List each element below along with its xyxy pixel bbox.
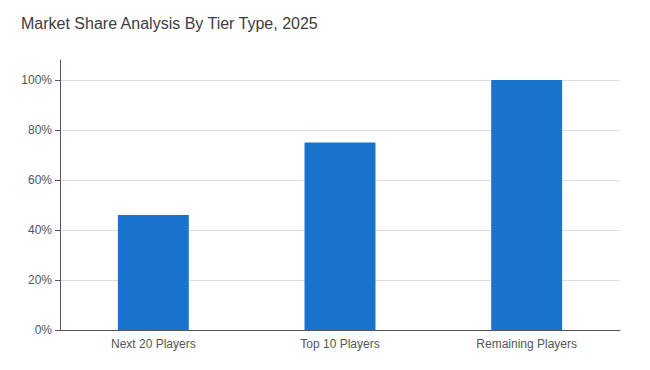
svg-text:60%: 60%	[28, 173, 52, 187]
svg-text:100%: 100%	[21, 73, 52, 87]
svg-text:Next 20 Players: Next 20 Players	[111, 337, 196, 351]
svg-text:40%: 40%	[28, 223, 52, 237]
svg-text:20%: 20%	[28, 273, 52, 287]
svg-text:Top 10 Players: Top 10 Players	[300, 337, 379, 351]
svg-text:80%: 80%	[28, 123, 52, 137]
svg-text:Market Share Analysis By Tier: Market Share Analysis By Tier Type, 2025	[21, 15, 318, 32]
svg-text:Remaining Players: Remaining Players	[476, 337, 577, 351]
svg-text:0%: 0%	[35, 323, 53, 337]
